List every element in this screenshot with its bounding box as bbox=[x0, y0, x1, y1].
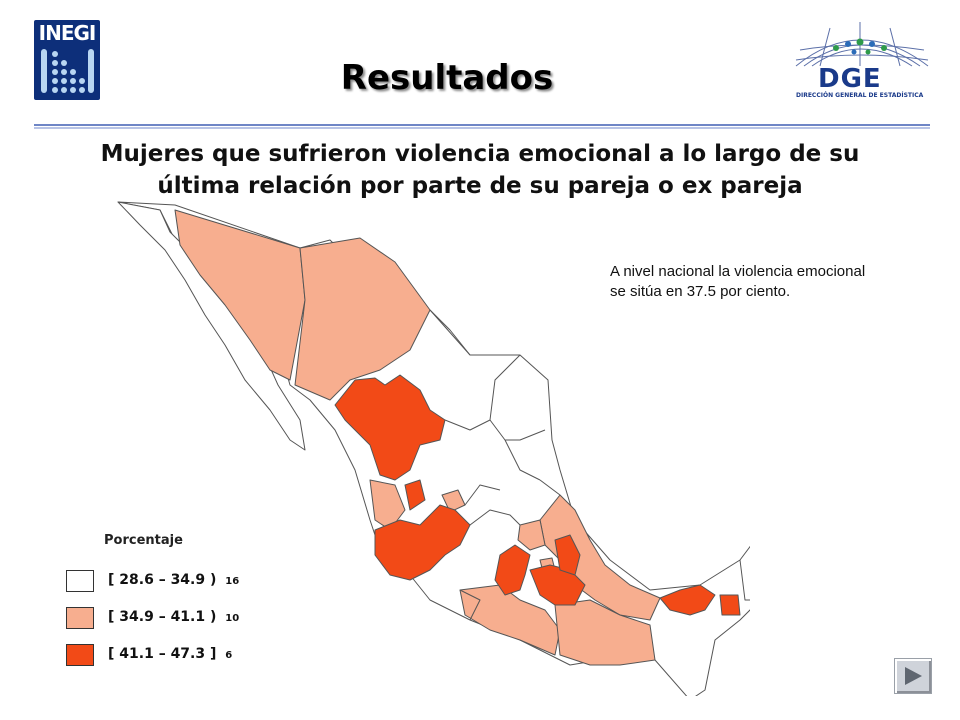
subtitle-line-2: última relación por parte de su pareja o… bbox=[157, 173, 803, 199]
dge-subtitle: DIRECCIÓN GENERAL DE ESTADÍSTICA bbox=[796, 92, 924, 99]
map-jalisco bbox=[374, 504, 471, 581]
header-divider bbox=[34, 124, 930, 130]
map-zacatecas-west bbox=[404, 479, 426, 511]
legend-label-low: [ 28.6 – 34.9 ) bbox=[108, 572, 217, 588]
dge-acronym: DGE bbox=[818, 64, 882, 94]
inegi-logo: INEGI bbox=[34, 20, 100, 100]
play-right-icon bbox=[905, 667, 922, 685]
legend-label-mid: [ 34.9 – 41.1 ) bbox=[108, 609, 217, 625]
legend-item-mid: [ 34.9 – 41.1 ) 10 bbox=[66, 607, 306, 631]
map-subtitle: Mujeres que sufrieron violencia emociona… bbox=[60, 138, 900, 202]
map-chihuahua bbox=[294, 237, 431, 401]
map-campeche-strip bbox=[719, 594, 741, 616]
legend-label-high: [ 41.1 – 47.3 ] bbox=[108, 646, 217, 662]
map-mexico-state bbox=[529, 564, 586, 606]
legend-swatch-high bbox=[66, 644, 94, 666]
national-note: A nivel nacional la violencia emocional … bbox=[610, 263, 866, 300]
map-tabasco bbox=[659, 584, 716, 616]
dge-logo: DGE DIRECCIÓN GENERAL DE ESTADÍSTICA bbox=[790, 20, 932, 106]
dge-globe-icon bbox=[795, 22, 929, 67]
legend-count-mid: 10 bbox=[225, 613, 240, 624]
legend-count-high: 6 bbox=[225, 650, 233, 661]
map-durango bbox=[334, 374, 446, 481]
legend-count-low: 16 bbox=[225, 576, 240, 587]
map-michoacan bbox=[494, 544, 531, 596]
inegi-logo-text: INEGI bbox=[38, 21, 97, 45]
legend-item-high: [ 41.1 – 47.3 ] 6 bbox=[66, 644, 306, 668]
map-oaxaca bbox=[554, 599, 656, 666]
next-slide-button[interactable] bbox=[894, 658, 932, 694]
legend-swatch-mid bbox=[66, 607, 94, 629]
inegi-dots-icon bbox=[41, 49, 94, 93]
legend-swatch-low bbox=[66, 570, 94, 592]
legend-title: Porcentaje bbox=[104, 533, 183, 548]
map-hidalgo bbox=[517, 519, 546, 551]
legend-item-low: [ 28.6 – 34.9 ) 16 bbox=[66, 570, 306, 594]
map-puebla bbox=[554, 534, 581, 576]
mexico-choropleth-map bbox=[117, 201, 750, 696]
page-title: Resultados bbox=[340, 58, 554, 98]
subtitle-line-1: Mujeres que sufrieron violencia emociona… bbox=[100, 141, 860, 167]
map-nayarit bbox=[369, 479, 406, 531]
